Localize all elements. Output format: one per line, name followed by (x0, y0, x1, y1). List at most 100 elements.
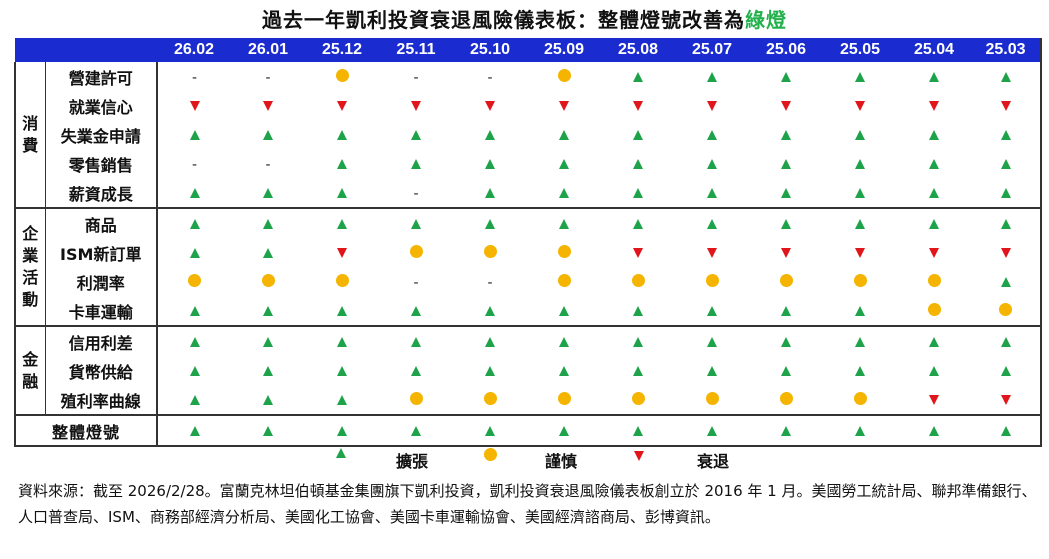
up-triangle-icon (781, 305, 791, 316)
indicator-label: 營建許可 (45, 62, 158, 91)
signal-cell (601, 356, 675, 385)
signal-cell (897, 356, 971, 385)
signal-cell (749, 91, 823, 120)
up-triangle-icon (1000, 365, 1011, 376)
signal-cell (675, 91, 749, 120)
signal-cell (453, 415, 527, 447)
table-row: 利潤率 - - (15, 267, 1042, 296)
signal-cell (749, 120, 823, 149)
down-triangle-icon (1000, 247, 1011, 258)
signal-cell (897, 238, 971, 267)
signal-cell (157, 296, 231, 327)
up-triangle-icon (559, 129, 569, 140)
signal-cell (823, 385, 897, 416)
signal-cell (675, 238, 749, 267)
signal-cell: - (379, 267, 453, 296)
up-triangle-icon (781, 425, 791, 436)
signal-cell (897, 208, 971, 238)
caution-dot-icon (484, 448, 497, 461)
signal-cell (675, 385, 749, 416)
up-triangle-icon (485, 336, 495, 347)
signal-cell (601, 149, 675, 178)
up-triangle-icon (1000, 71, 1011, 82)
up-triangle-icon (1000, 158, 1011, 169)
up-triangle-icon (929, 187, 939, 198)
up-triangle-icon (707, 336, 717, 347)
up-triangle-icon (707, 305, 717, 316)
signal-cell (157, 326, 231, 356)
caution-dot-icon (779, 273, 793, 287)
signal-cell (675, 62, 749, 91)
signal-cell (453, 178, 527, 209)
up-triangle-icon (929, 218, 939, 229)
no-data-dash: - (191, 69, 198, 86)
signal-cell (749, 267, 823, 296)
signal-cell (749, 415, 823, 447)
indicator-label: 薪資成長 (45, 178, 158, 209)
up-triangle-icon (189, 336, 200, 347)
signal-cell (157, 178, 231, 209)
up-triangle-icon (337, 218, 347, 229)
caution-dot-icon (779, 391, 793, 405)
signal-cell (601, 296, 675, 327)
recession-dashboard-table: 26.02 26.01 25.12 25.11 25.10 25.09 25.08 25.07… (14, 38, 1042, 447)
up-triangle-icon (411, 158, 421, 169)
header-corner (15, 38, 157, 62)
overall-signal-label: 整體燈號 (14, 415, 158, 447)
up-triangle-icon (1000, 336, 1011, 347)
legend-expansion-marker (336, 448, 346, 458)
no-data-dash: - (413, 185, 419, 202)
up-triangle-icon (781, 71, 791, 82)
title-text: 過去一年凱利投資衰退風險儀表板：整體燈號改善為 (262, 8, 745, 32)
down-triangle-icon (1000, 394, 1011, 405)
down-triangle-icon (707, 100, 717, 111)
signal-cell (823, 356, 897, 385)
signal-cell (897, 326, 971, 356)
signal-cell (749, 149, 823, 178)
signal-cell (527, 91, 601, 120)
up-triangle-icon (485, 129, 495, 140)
up-triangle-icon (1000, 276, 1011, 287)
legend: 擴張 謹慎 衰退 (0, 446, 1049, 472)
month-header: 25.12 (305, 38, 379, 62)
up-triangle-icon (633, 218, 643, 229)
category-label: 消費 (14, 62, 46, 209)
up-triangle-icon (781, 158, 791, 169)
signal-cell: - (157, 62, 231, 91)
down-triangle-icon (633, 247, 643, 258)
overall-signal-row: 整體燈號 (14, 415, 1042, 447)
signal-cell (453, 296, 527, 327)
signal-cell (675, 208, 749, 238)
signal-cell (675, 326, 749, 356)
no-data-dash: - (265, 69, 271, 86)
caution-dot-icon (631, 391, 645, 405)
signal-cell (231, 208, 305, 238)
caution-dot-icon (631, 273, 645, 287)
signal-cell (601, 91, 675, 120)
down-triangle-icon (485, 100, 495, 111)
table-row: ISM新訂單 (15, 238, 1042, 267)
up-triangle-icon (263, 336, 273, 347)
signal-cell (749, 62, 823, 91)
indicator-label: 卡車運輸 (45, 296, 158, 327)
signal-cell (823, 149, 897, 178)
signal-cell (231, 326, 305, 356)
signal-cell (897, 267, 971, 296)
up-triangle-icon (855, 305, 865, 316)
up-triangle-icon (411, 305, 421, 316)
signal-cell (157, 91, 231, 120)
signal-cell (379, 149, 453, 178)
signal-cell (231, 415, 305, 447)
up-triangle-icon (559, 218, 569, 229)
month-header: 25.10 (453, 38, 527, 62)
signal-cell (231, 385, 305, 416)
signal-cell (379, 208, 453, 238)
table-row: 卡車運輸 (15, 296, 1042, 327)
legend-caution-marker (484, 448, 497, 461)
up-triangle-icon (633, 129, 643, 140)
caution-dot-icon (409, 244, 423, 258)
signal-cell (453, 91, 527, 120)
up-triangle-icon (1000, 425, 1011, 436)
signal-cell (231, 296, 305, 327)
signal-cell (231, 91, 305, 120)
